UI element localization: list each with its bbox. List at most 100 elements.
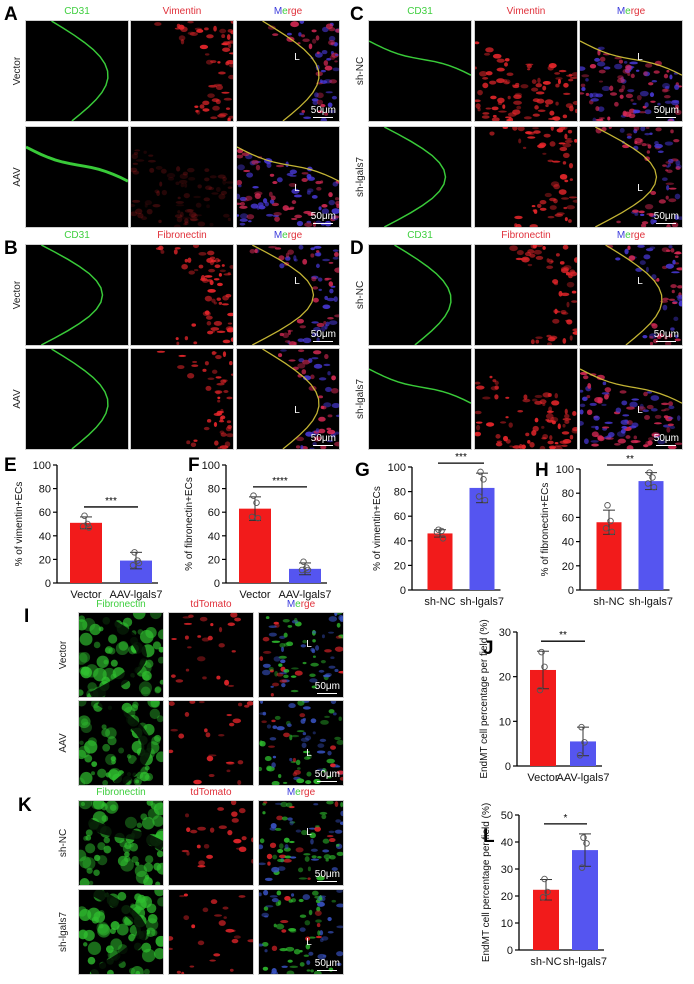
scale-bar: 50μm bbox=[315, 958, 340, 971]
column-header: Merge bbox=[579, 6, 683, 17]
data-point bbox=[544, 888, 551, 896]
bar bbox=[530, 669, 556, 766]
data-point bbox=[581, 739, 588, 746]
y-axis-label: EndMT cell percentage per field (%) bbox=[479, 619, 490, 778]
data-point bbox=[248, 513, 256, 521]
lumen-marker: L bbox=[637, 51, 643, 63]
y-axis-label: % of vimentin+ECs bbox=[14, 482, 25, 567]
x-tick-label: sh-NC bbox=[530, 956, 561, 968]
data-point bbox=[607, 517, 614, 525]
data-point bbox=[254, 514, 262, 522]
column-header: Merge bbox=[258, 599, 344, 610]
scale-bar-label: 50μm bbox=[314, 769, 340, 780]
data-point bbox=[538, 648, 545, 656]
merge-letter: e bbox=[282, 6, 288, 17]
scale-bar-label: 50μm bbox=[314, 869, 340, 880]
micrograph-image bbox=[78, 889, 164, 975]
bar bbox=[427, 533, 453, 590]
column-header: Fibronectin bbox=[501, 230, 551, 241]
y-tick-label: 40 bbox=[394, 536, 406, 548]
y-tick-label: 60 bbox=[208, 507, 220, 519]
column-header: CD31 bbox=[407, 230, 433, 241]
micrograph-image: L 50μm bbox=[258, 612, 344, 698]
micrograph-image bbox=[78, 612, 164, 698]
micrograph-image bbox=[130, 20, 234, 122]
y-tick-label: 0 bbox=[507, 945, 513, 957]
y-tick-label: 80 bbox=[562, 488, 574, 500]
data-point bbox=[81, 512, 88, 519]
x-tick-label: sh-NC bbox=[424, 596, 455, 608]
y-tick-label: 50 bbox=[501, 810, 513, 822]
y-axis-label: % of fibronectin+ECs bbox=[184, 477, 195, 571]
merge-letter: M bbox=[273, 6, 283, 17]
y-tick-label: 20 bbox=[562, 561, 574, 573]
scale-bar-line bbox=[317, 693, 338, 694]
scale-bar: 50μm bbox=[311, 433, 336, 446]
y-tick-label: 20 bbox=[499, 672, 511, 684]
panel-label: L bbox=[483, 826, 495, 847]
micrograph-image: L 50μm bbox=[258, 700, 344, 786]
y-tick-label: 10 bbox=[501, 918, 513, 930]
y-tick-label: 10 bbox=[499, 716, 511, 728]
chart-j: J 0 10 20 30 EndMT cell percentage per field … bbox=[479, 619, 610, 784]
y-tick-label: 20 bbox=[501, 891, 513, 903]
y-tick-label: 40 bbox=[39, 531, 51, 543]
bar bbox=[570, 741, 596, 766]
merge-letter: rge bbox=[630, 230, 646, 241]
significance-stars: ** bbox=[626, 454, 634, 465]
y-axis-label: EndMT cell percentage per field (%) bbox=[481, 803, 492, 962]
data-point bbox=[480, 476, 487, 483]
micrograph-image bbox=[25, 348, 129, 450]
y-tick-label: 20 bbox=[208, 554, 220, 566]
merge-letter: rge bbox=[300, 787, 316, 798]
scale-bar-label: 50μm bbox=[310, 105, 336, 116]
data-point bbox=[298, 566, 306, 574]
micrograph-image: L 50μm bbox=[579, 126, 683, 228]
panel-label: I bbox=[24, 606, 30, 627]
micrograph-image bbox=[130, 348, 234, 450]
micrograph-image bbox=[25, 126, 129, 228]
data-point bbox=[649, 474, 656, 481]
data-point bbox=[650, 483, 658, 491]
column-header: Fibronectin bbox=[157, 230, 207, 241]
lumen-marker: L bbox=[637, 275, 643, 287]
chart-l: L 0 10 20 30 40 50 EndMT cell percentage per fi… bbox=[481, 803, 607, 968]
merge-letter: M bbox=[616, 230, 626, 241]
data-point bbox=[578, 864, 586, 871]
y-tick-label: 60 bbox=[394, 511, 406, 523]
y-tick-label: 40 bbox=[501, 837, 513, 849]
y-tick-label: 20 bbox=[394, 560, 406, 572]
scale-bar-line bbox=[313, 445, 334, 446]
y-tick-label: 0 bbox=[400, 585, 406, 597]
merge-letter: rge bbox=[300, 599, 316, 610]
data-point bbox=[433, 528, 441, 536]
panel-label: B bbox=[4, 238, 18, 259]
data-point bbox=[644, 480, 652, 487]
data-point bbox=[583, 840, 590, 847]
x-tick-label: Vector bbox=[527, 772, 559, 784]
micrograph-image bbox=[168, 800, 254, 886]
data-point bbox=[134, 557, 141, 564]
x-tick-label: sh-lgals7 bbox=[460, 596, 504, 608]
lumen-marker: L bbox=[294, 51, 300, 63]
panel-label: F bbox=[188, 455, 200, 476]
scale-bar: 50μm bbox=[311, 329, 336, 342]
data-point bbox=[608, 528, 616, 536]
panel-label: G bbox=[355, 460, 370, 481]
column-header: Merge bbox=[236, 6, 340, 17]
chart-h: H 0 20 40 60 80 100 % of fibronectin+ECs sh-NC sh… bbox=[535, 454, 673, 608]
data-point bbox=[435, 526, 442, 533]
column-header: Merge bbox=[579, 230, 683, 241]
y-tick-label: 0 bbox=[214, 578, 220, 590]
column-header: Fibronectin bbox=[96, 599, 146, 610]
row-label: AAV bbox=[12, 167, 23, 187]
data-point bbox=[79, 523, 87, 530]
lumen-marker: L bbox=[294, 183, 300, 195]
micrograph-image bbox=[368, 348, 472, 450]
significance-stars: * bbox=[564, 813, 568, 824]
scale-bar-line bbox=[656, 117, 677, 118]
micrograph-image bbox=[130, 244, 234, 346]
scale-bar-line bbox=[313, 341, 334, 342]
column-header: Vimentin bbox=[162, 6, 202, 17]
